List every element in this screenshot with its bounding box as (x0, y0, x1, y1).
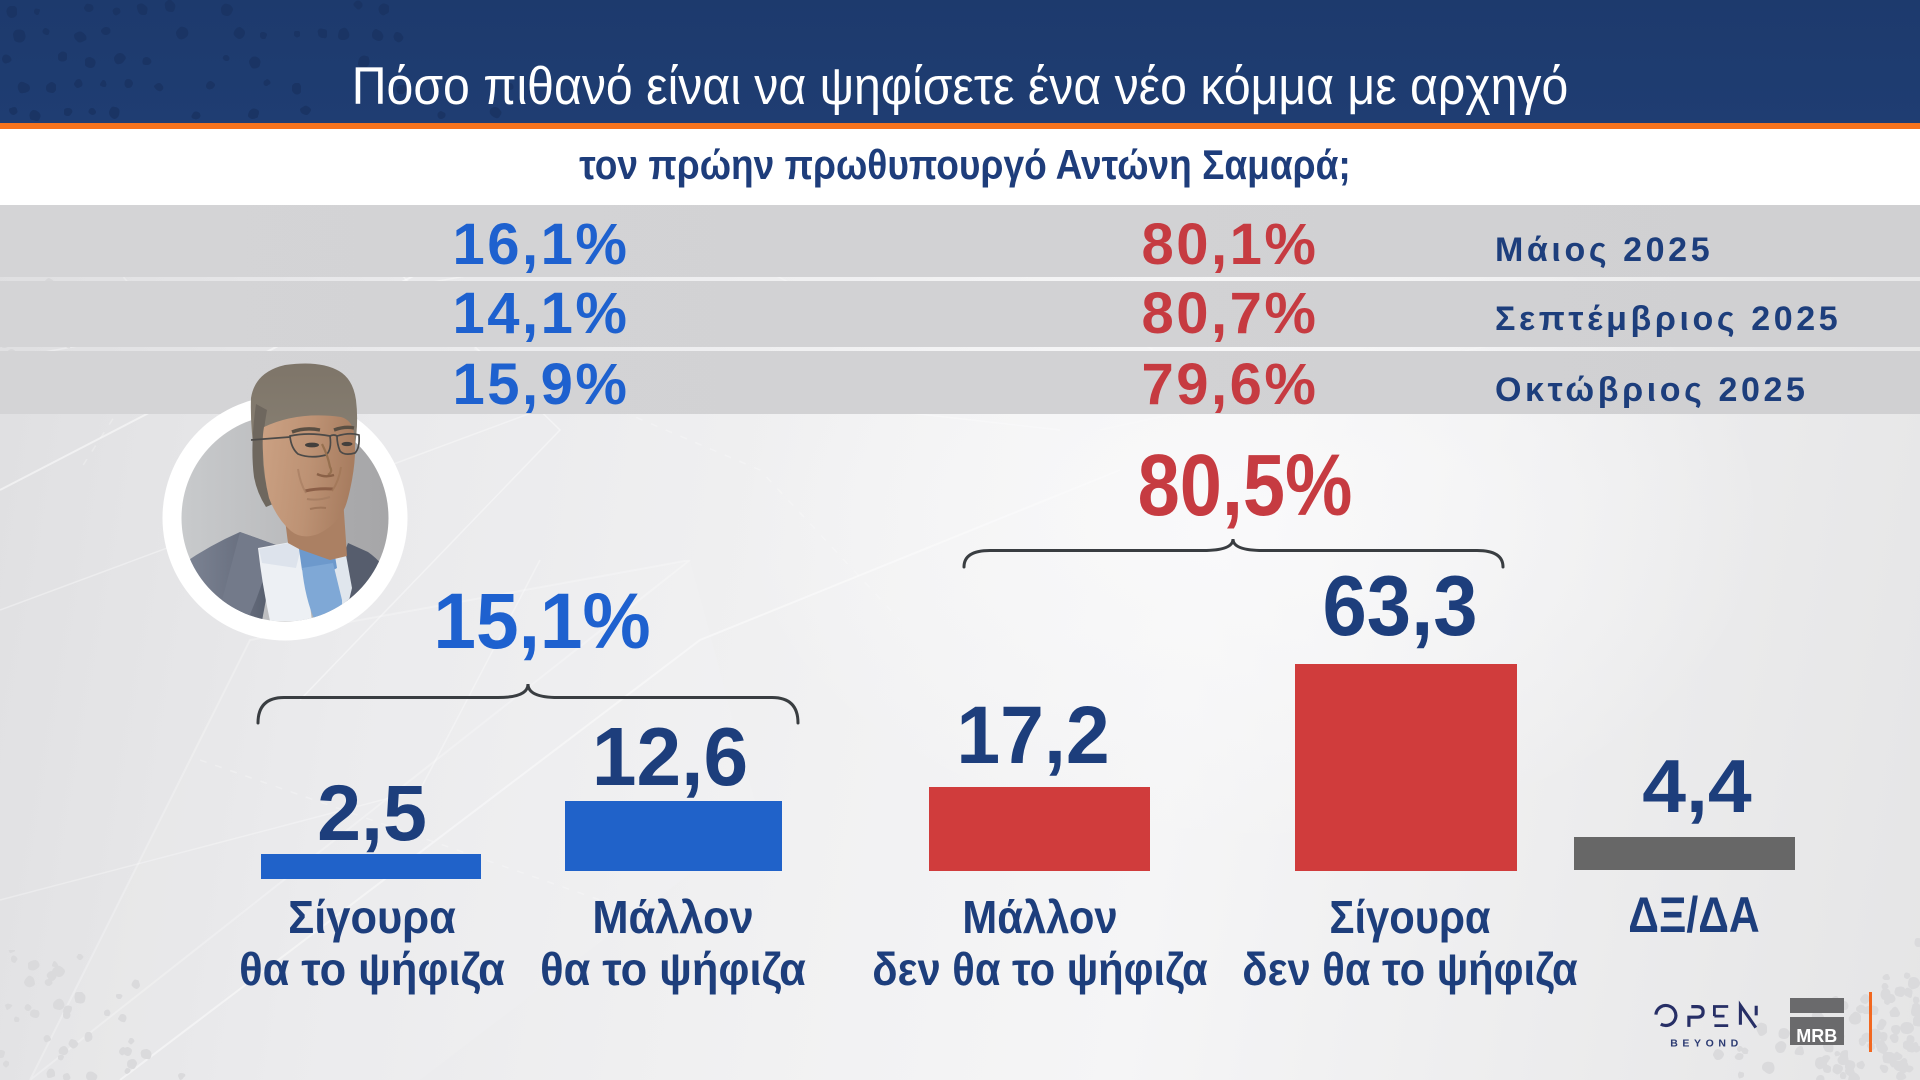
svg-text:BEYOND: BEYOND (1670, 1038, 1743, 1050)
